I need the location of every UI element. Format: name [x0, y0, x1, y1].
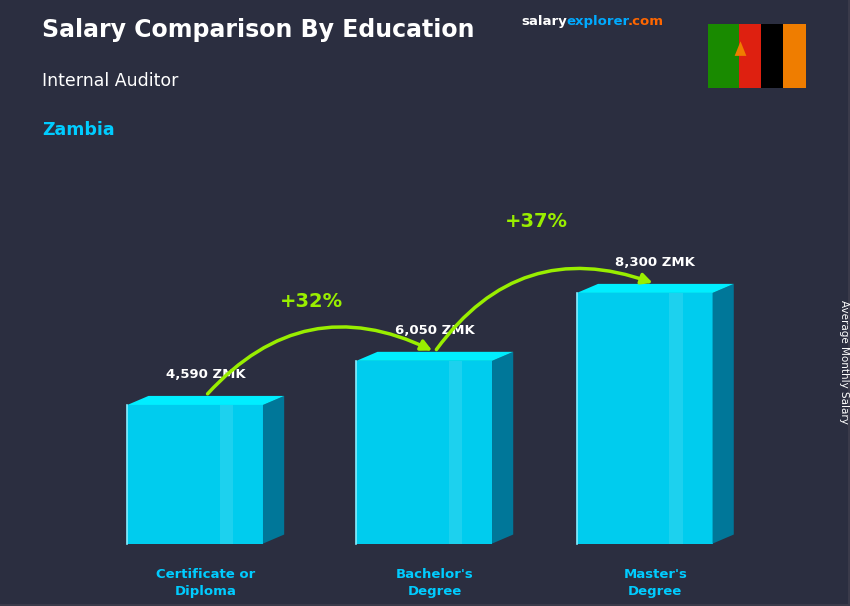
Polygon shape: [577, 284, 734, 293]
Polygon shape: [356, 352, 513, 361]
Polygon shape: [708, 24, 806, 88]
Polygon shape: [739, 24, 761, 88]
Polygon shape: [577, 293, 712, 544]
Text: Bachelor's
Degree: Bachelor's Degree: [396, 568, 473, 598]
Text: explorer: explorer: [567, 15, 630, 28]
FancyArrowPatch shape: [207, 327, 428, 394]
Text: Average Monthly Salary: Average Monthly Salary: [839, 301, 849, 424]
Text: 8,300 ZMK: 8,300 ZMK: [615, 256, 695, 269]
Polygon shape: [492, 352, 513, 544]
Polygon shape: [784, 24, 806, 88]
Polygon shape: [734, 41, 746, 56]
Polygon shape: [449, 361, 462, 544]
Text: Salary Comparison By Education: Salary Comparison By Education: [42, 18, 475, 42]
Text: +37%: +37%: [505, 211, 568, 231]
FancyArrowPatch shape: [436, 268, 649, 350]
Polygon shape: [219, 405, 233, 544]
Polygon shape: [128, 396, 284, 405]
Polygon shape: [761, 24, 784, 88]
Text: 4,590 ZMK: 4,590 ZMK: [166, 368, 246, 381]
Polygon shape: [128, 405, 263, 544]
Text: Master's
Degree: Master's Degree: [623, 568, 688, 598]
Text: Internal Auditor: Internal Auditor: [42, 73, 178, 90]
Polygon shape: [712, 284, 734, 544]
Text: Zambia: Zambia: [42, 121, 115, 139]
Text: .com: .com: [628, 15, 664, 28]
Polygon shape: [669, 293, 683, 544]
Polygon shape: [356, 361, 492, 544]
Text: salary: salary: [522, 15, 568, 28]
Polygon shape: [263, 396, 284, 544]
Text: 6,050 ZMK: 6,050 ZMK: [395, 324, 474, 337]
Text: Certificate or
Diploma: Certificate or Diploma: [156, 568, 255, 598]
Text: +32%: +32%: [280, 292, 343, 311]
